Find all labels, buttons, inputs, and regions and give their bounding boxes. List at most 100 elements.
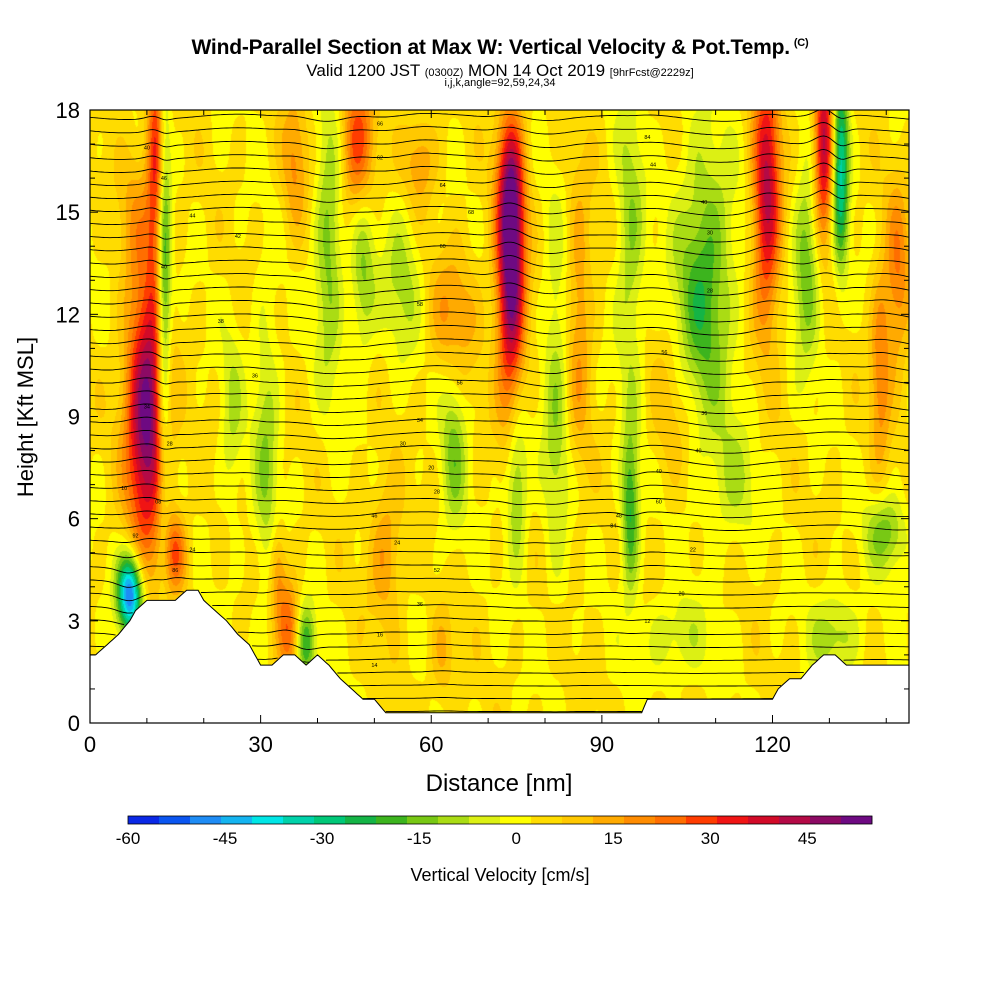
contour-label: 40 bbox=[161, 265, 167, 271]
contour-label: 84 bbox=[644, 135, 650, 141]
contour-label: 68 bbox=[468, 210, 474, 216]
colorbar-swatch bbox=[314, 816, 346, 824]
theta-contour bbox=[90, 616, 909, 626]
y-tick-label: 15 bbox=[56, 200, 80, 225]
theta-contour bbox=[90, 576, 909, 588]
y-tick-label: 3 bbox=[68, 609, 80, 634]
theta-contour bbox=[90, 189, 909, 203]
contour-label: 22 bbox=[690, 547, 696, 553]
colorbar-label: Vertical Velocity [cm/s] bbox=[410, 865, 589, 885]
contour-label: 28 bbox=[167, 442, 173, 448]
theta-contour bbox=[90, 268, 909, 283]
theta-contour bbox=[90, 176, 909, 190]
contour-label: 46 bbox=[161, 176, 167, 182]
contour-label: 62 bbox=[377, 156, 383, 162]
y-tick-label: 18 bbox=[56, 98, 80, 123]
theta-contour bbox=[257, 656, 909, 663]
theta-contour bbox=[90, 429, 909, 441]
contour-label: 64 bbox=[440, 183, 446, 189]
theta-contour bbox=[90, 162, 909, 177]
theta-contour bbox=[90, 148, 909, 163]
y-tick-label: 9 bbox=[68, 405, 80, 430]
colorbar-swatch bbox=[779, 816, 811, 824]
theta-contour bbox=[90, 255, 909, 270]
contour-label: 44 bbox=[650, 162, 656, 168]
theta-contour bbox=[90, 122, 909, 136]
contour-label: 14 bbox=[371, 663, 377, 669]
colorbar-swatch bbox=[283, 816, 315, 824]
contour-label: 20 bbox=[428, 466, 434, 472]
theta-contour bbox=[90, 524, 909, 532]
colorbar-swatch bbox=[810, 816, 842, 824]
valid-date: MON 14 Oct 2019 bbox=[468, 61, 606, 80]
contour-label: 28 bbox=[707, 288, 713, 294]
colorbar-swatch bbox=[128, 816, 160, 824]
theta-contour bbox=[90, 135, 909, 150]
contour-label: 60 bbox=[656, 500, 662, 506]
contour-label: 66 bbox=[377, 122, 383, 128]
colorbar-tick-label: 0 bbox=[511, 829, 520, 848]
chart-title: Wind-Parallel Section at Max W: Vertical… bbox=[0, 36, 1000, 60]
theta-contour bbox=[90, 629, 909, 637]
colorbar-tick-label: -60 bbox=[116, 829, 141, 848]
colorbar-tick-label: -30 bbox=[310, 829, 335, 848]
contour-label: 08 bbox=[155, 500, 161, 506]
theta-contour bbox=[90, 602, 909, 614]
theta-contour bbox=[90, 483, 909, 493]
contour-label: 28 bbox=[434, 489, 440, 495]
theta-contour bbox=[90, 470, 909, 480]
colorbar-swatch bbox=[252, 816, 284, 824]
colorbar-swatch bbox=[159, 816, 191, 824]
colorbar-swatch bbox=[748, 816, 780, 824]
theta-contour bbox=[90, 390, 909, 401]
x-axis-label: Distance [nm] bbox=[426, 770, 573, 797]
colorbar-tick-label: 15 bbox=[604, 829, 623, 848]
colorbar-swatch bbox=[717, 816, 749, 824]
theta-contour bbox=[90, 643, 909, 650]
colorbar-frame bbox=[127, 815, 873, 825]
contour-label: 92 bbox=[132, 534, 138, 540]
colorbar-swatch bbox=[469, 816, 501, 824]
contour-label: 46 bbox=[371, 513, 377, 519]
colorbar-swatch bbox=[624, 816, 656, 824]
theta-contour bbox=[348, 683, 781, 687]
theta-contour bbox=[90, 510, 909, 519]
x-tick-label: 30 bbox=[248, 732, 272, 757]
contour-label: 20 bbox=[678, 592, 684, 598]
theta-contour bbox=[90, 215, 909, 230]
colorbar: -60 -45 -30 -15 0 15 30 45 bbox=[116, 815, 873, 848]
contour-label: 56 bbox=[661, 350, 667, 356]
colorbar-swatch bbox=[407, 816, 439, 824]
contour-label: 30 bbox=[707, 231, 713, 237]
contour-label: 36 bbox=[252, 374, 258, 380]
colorbar-swatch bbox=[531, 816, 563, 824]
theta-contour bbox=[90, 351, 909, 362]
contour-label: 60 bbox=[440, 244, 446, 250]
y-tick-label: 6 bbox=[68, 507, 80, 532]
colorbar-swatch bbox=[655, 816, 687, 824]
theta-contour bbox=[90, 563, 909, 574]
contour-label: 24 bbox=[189, 547, 195, 553]
x-tick-label: 0 bbox=[84, 732, 96, 757]
theta-contour bbox=[90, 536, 909, 544]
contour-label: 40 bbox=[701, 200, 707, 206]
potential-temperature-contours bbox=[90, 110, 909, 713]
colorbar-swatch bbox=[438, 816, 470, 824]
contour-label: 34 bbox=[417, 418, 423, 424]
contour-label: 16 bbox=[377, 632, 383, 638]
theta-contour bbox=[90, 241, 909, 256]
contour-label: 86 bbox=[172, 568, 178, 574]
utc-time: (0300Z) bbox=[424, 67, 464, 79]
contour-label: 12 bbox=[644, 619, 650, 625]
contour-label: 36 bbox=[701, 411, 707, 417]
terrain-mask bbox=[89, 589, 910, 724]
indices-text: i,j,k,angle=92,59,24,34 bbox=[444, 77, 556, 89]
theta-contour bbox=[90, 496, 909, 506]
theta-contour bbox=[90, 416, 909, 428]
contour-label: 34 bbox=[144, 404, 150, 410]
contour-label: 40 bbox=[656, 469, 662, 475]
theta-contour bbox=[90, 377, 909, 388]
y-tick-label: 0 bbox=[68, 711, 80, 736]
